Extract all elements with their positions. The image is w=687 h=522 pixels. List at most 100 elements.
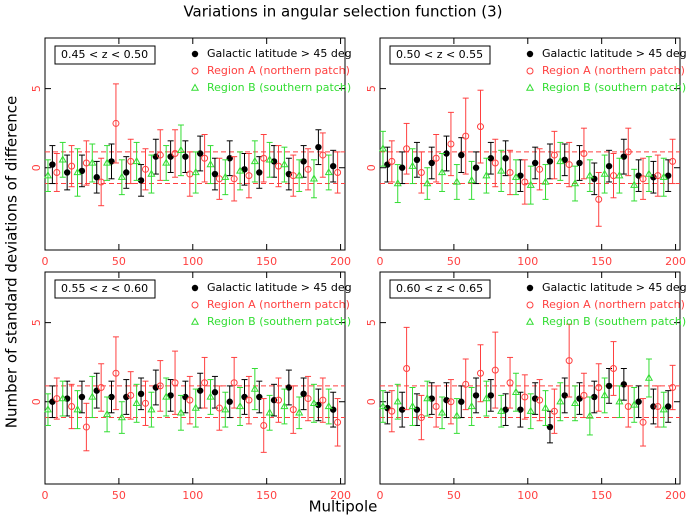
legend-label: Region B (southern patch) <box>542 315 686 328</box>
x-tick-label: 50 <box>112 255 126 268</box>
legend-marker <box>191 284 199 292</box>
data-point <box>664 403 672 410</box>
data-point <box>226 398 233 405</box>
data-point <box>591 393 598 401</box>
data-point <box>413 156 421 164</box>
data-point <box>211 389 219 396</box>
data-point <box>443 150 450 157</box>
data-point <box>241 393 248 401</box>
data-point <box>274 396 282 404</box>
data-point <box>630 180 639 188</box>
data-point <box>230 175 238 183</box>
data-point <box>615 397 624 405</box>
data-point <box>669 383 677 391</box>
data-point <box>329 162 337 170</box>
data-point <box>97 178 105 186</box>
data-point <box>378 401 388 410</box>
data-point <box>550 151 558 159</box>
legend-marker <box>526 301 534 309</box>
data-point <box>432 402 440 410</box>
y-tick-label: 5 <box>30 319 43 326</box>
data-point <box>78 167 86 175</box>
data-point <box>103 158 112 166</box>
data-point <box>201 154 209 162</box>
data-point <box>215 404 223 412</box>
data-point <box>585 411 594 419</box>
data-point <box>482 171 491 179</box>
legend-label: Region A (northern patch) <box>542 298 685 311</box>
data-point <box>417 168 425 176</box>
x-tick-label: 0 <box>377 489 384 502</box>
data-point <box>438 408 447 416</box>
data-point <box>265 408 274 416</box>
data-point <box>53 168 61 176</box>
data-point <box>68 162 76 170</box>
data-point <box>43 171 53 179</box>
legend-label: Region B (southern patch) <box>207 81 351 94</box>
data-point <box>245 172 253 180</box>
data-point <box>556 156 565 165</box>
data-point <box>384 161 391 168</box>
data-point <box>571 398 580 407</box>
label-box <box>54 45 156 65</box>
data-point <box>550 407 558 415</box>
panel-label: 0.45 < z < 0.50 <box>61 48 148 61</box>
data-point <box>289 406 297 414</box>
data-point <box>334 418 342 426</box>
y-tick-label: 5 <box>365 85 378 92</box>
data-point <box>112 369 120 377</box>
x-tick-label: 200 <box>330 489 351 502</box>
data-point <box>472 164 480 171</box>
data-point <box>182 153 189 160</box>
data-point <box>521 178 529 186</box>
data-point <box>398 406 406 413</box>
data-point <box>438 167 447 176</box>
legend-marker <box>190 317 200 325</box>
legend-label: Galactic latitude > 45 deg <box>542 47 687 60</box>
x-tick-label: 0 <box>42 255 49 268</box>
data-point <box>408 401 417 410</box>
data-point <box>447 140 455 148</box>
y-axis-label: Number of standard deviations of differe… <box>3 96 21 428</box>
data-point <box>615 171 624 179</box>
data-point <box>176 408 186 416</box>
y-tick-label: 5 <box>365 319 378 326</box>
data-point <box>580 149 588 157</box>
data-point <box>462 380 470 388</box>
data-point <box>546 423 554 431</box>
data-point <box>176 145 186 154</box>
data-point <box>141 399 149 407</box>
data-point <box>541 177 550 185</box>
data-point <box>565 357 573 365</box>
legend-label: Galactic latitude > 45 deg <box>207 47 352 60</box>
data-point <box>186 396 194 404</box>
data-point <box>201 379 209 387</box>
data-point <box>58 394 67 402</box>
data-point <box>576 159 583 167</box>
data-point <box>517 406 524 413</box>
data-point <box>82 159 90 167</box>
data-point <box>265 155 274 163</box>
data-point <box>428 159 435 167</box>
data-point <box>585 171 594 179</box>
x-tick-label: 150 <box>591 255 612 268</box>
data-point <box>309 398 319 407</box>
data-point <box>506 168 514 176</box>
data-point <box>226 155 233 162</box>
data-point <box>206 392 215 400</box>
data-point <box>561 156 568 164</box>
legend-marker <box>191 50 199 58</box>
data-point <box>230 379 238 387</box>
y-tick-label: 0 <box>30 164 43 171</box>
data-point <box>241 166 248 173</box>
data-point <box>388 157 396 165</box>
data-point <box>156 382 164 390</box>
data-point <box>491 159 499 167</box>
data-point <box>476 123 484 131</box>
data-point <box>43 405 53 413</box>
data-point <box>245 396 253 404</box>
data-point <box>452 177 461 185</box>
data-point <box>423 394 432 402</box>
x-tick-label: 150 <box>256 489 277 502</box>
